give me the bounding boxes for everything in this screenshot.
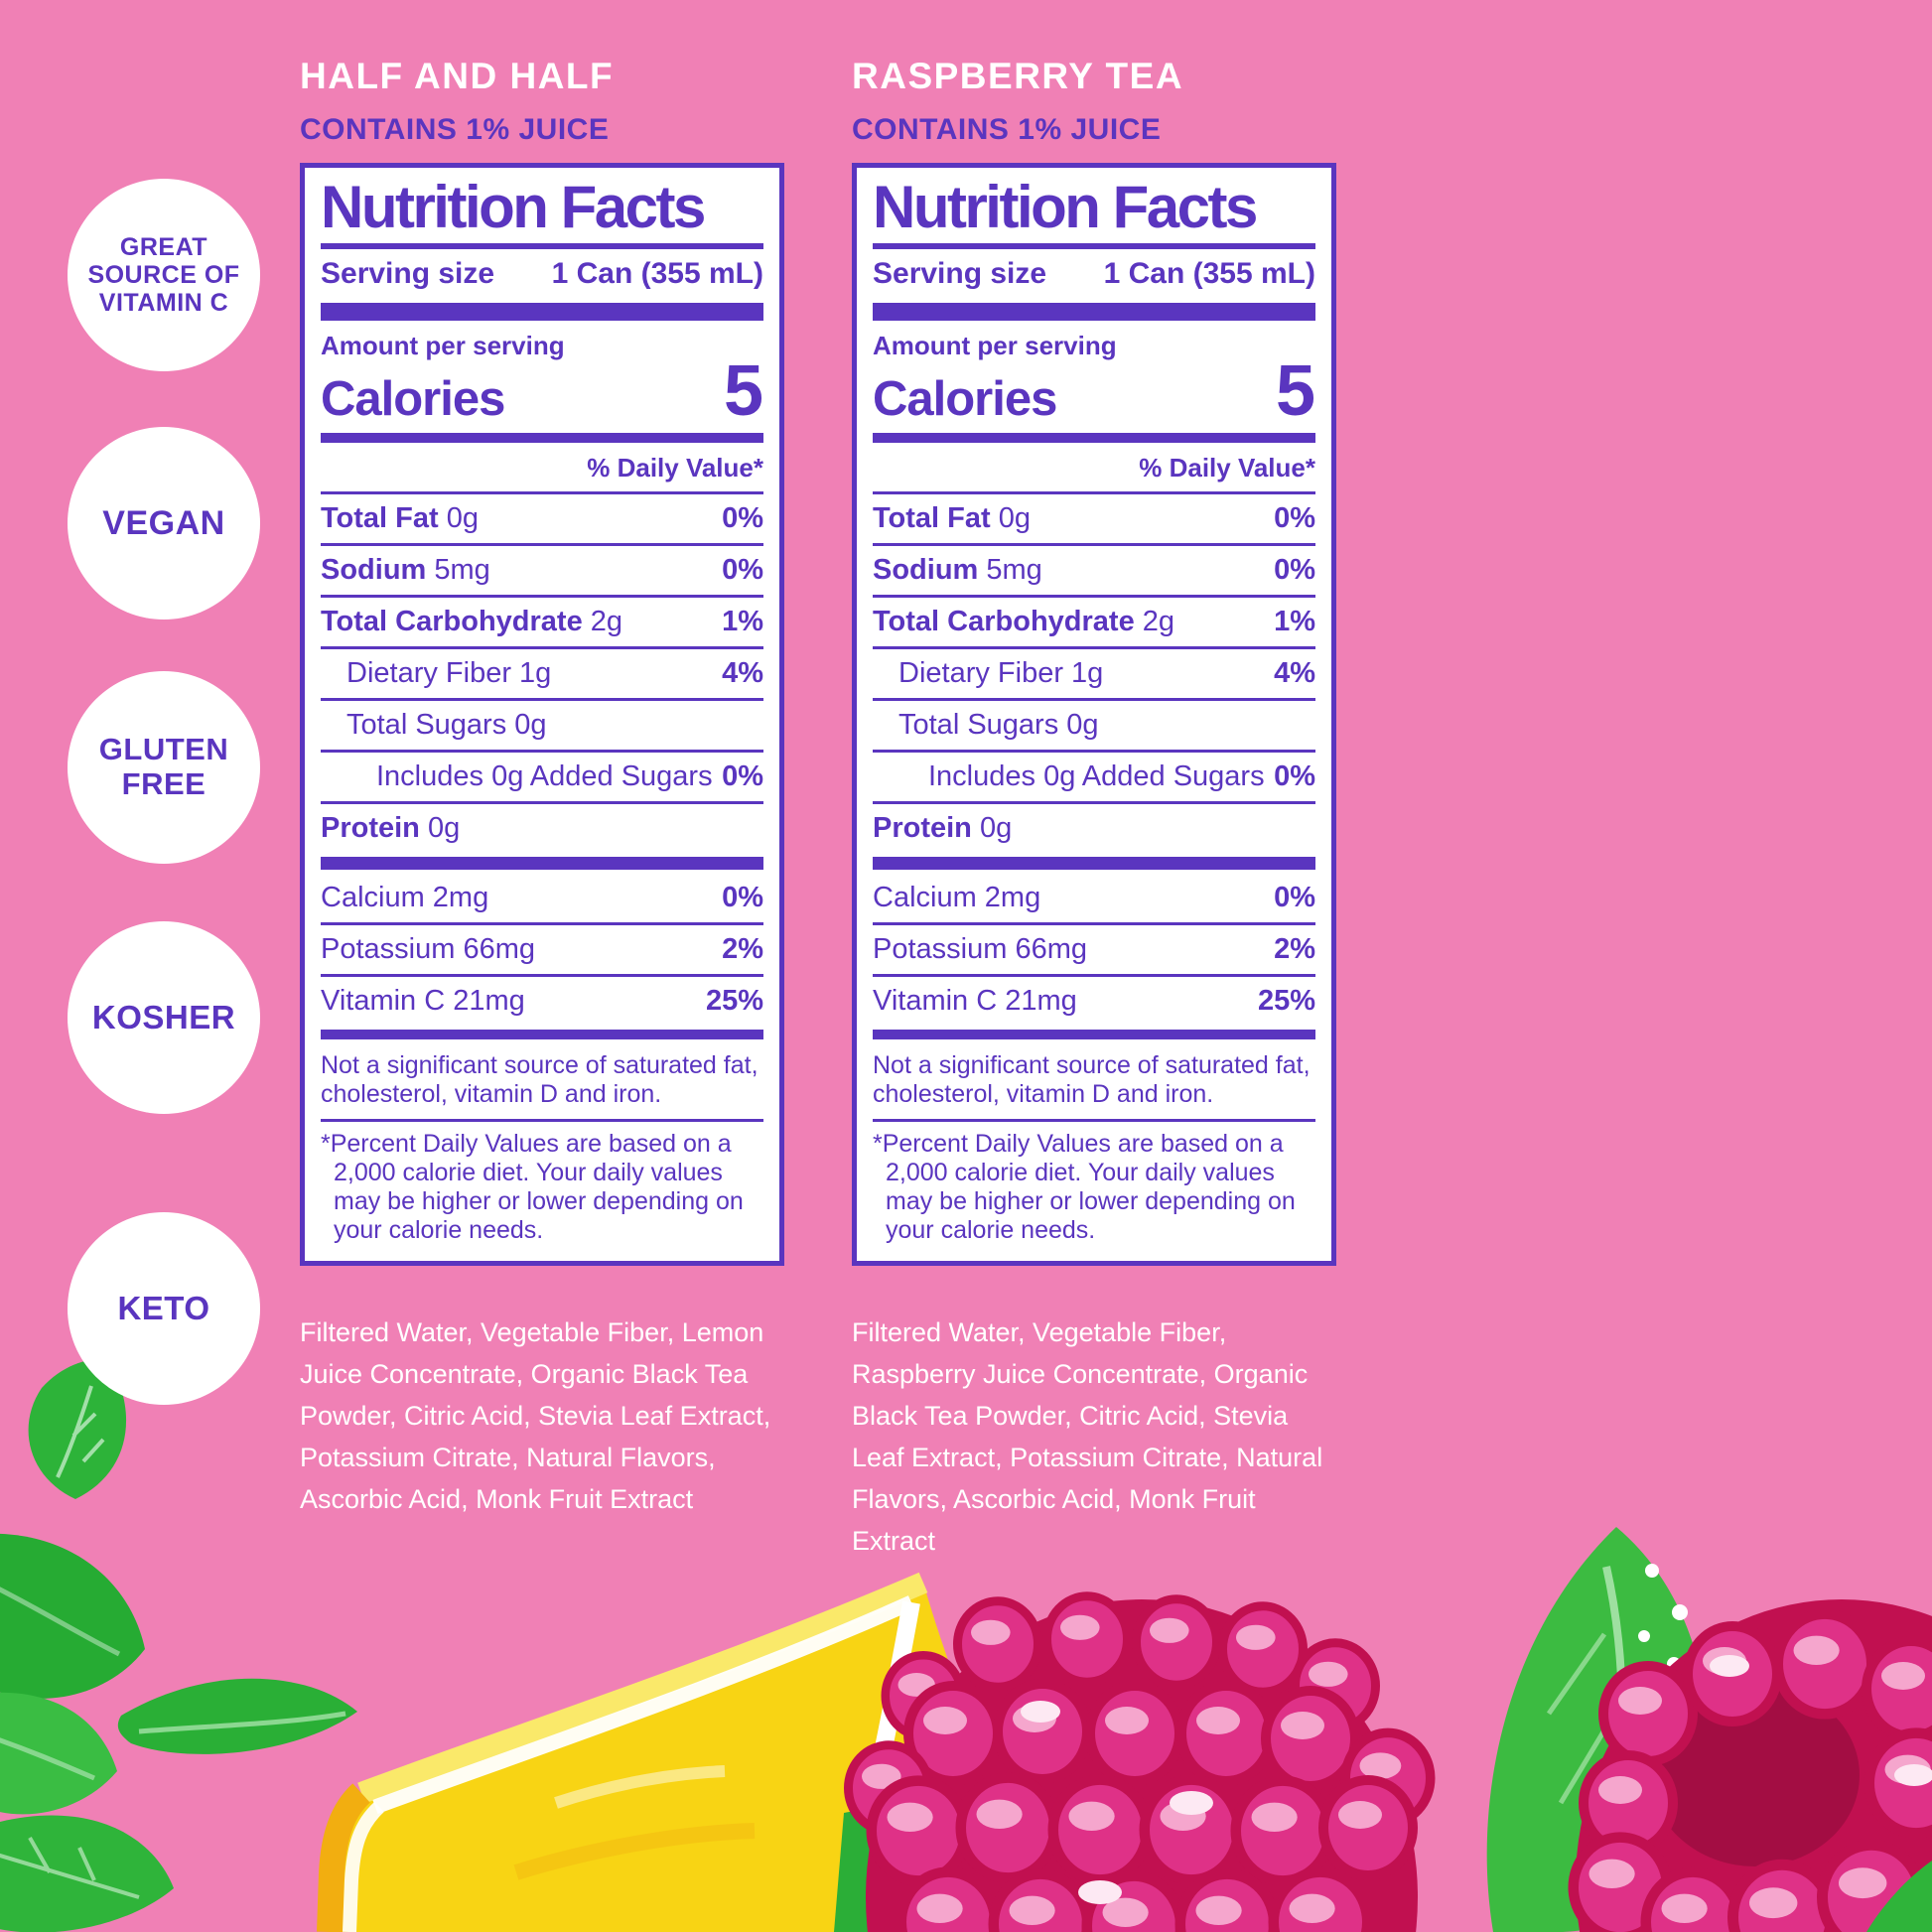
badge-keto: KETO [68, 1212, 260, 1405]
mineral-row-potassium: Potassium 66mg 2% [873, 925, 1315, 977]
nutrition-facts-title: Nutrition Facts [873, 174, 1258, 240]
daily-value: 1% [722, 605, 763, 637]
serving-size-row: Serving size 1 Can (355 mL) [321, 257, 763, 291]
badge-label: FREE [121, 766, 207, 801]
daily-value: 25% [1257, 984, 1315, 1017]
daily-value: 4% [1274, 656, 1315, 689]
nutrition-facts-title: Nutrition Facts [321, 174, 706, 240]
nutrient-row-total-sugars: Total Sugars 0g [873, 701, 1315, 753]
badge-vegan: VEGAN [68, 427, 260, 620]
serving-size-value: 1 Can (355 mL) [551, 256, 763, 290]
amount-per-serving-label: Amount per serving [873, 330, 1117, 360]
daily-value: 2% [1274, 932, 1315, 965]
divider-medium [873, 1029, 1315, 1039]
serving-size-value: 1 Can (355 mL) [1103, 256, 1315, 290]
nutrient-row-total-carbohydrate: Total Carbohydrate 2g 1% [873, 598, 1315, 649]
tea-leaves-left-icon [0, 1358, 357, 1932]
daily-value-header: % Daily Value* [873, 447, 1315, 494]
flavor-title: HALF AND HALF [300, 56, 615, 96]
daily-value: 0% [1274, 881, 1315, 913]
divider-medium [321, 432, 763, 443]
badge-label: VEGAN [102, 503, 225, 542]
badge-label: GREAT [119, 233, 208, 261]
daily-value: 4% [722, 656, 763, 689]
daily-value: 0% [1274, 553, 1315, 586]
nutrient-row-dietary-fiber: Dietary Fiber 1g 4% [321, 649, 763, 701]
nutrient-row-total-fat: Total Fat 0g 0% [873, 494, 1315, 546]
nutrient-row-added-sugars: Includes 0g Added Sugars 0% [873, 753, 1315, 804]
daily-value: 25% [705, 984, 763, 1017]
product-column-half-and-half: HALF AND HALF CONTAINS 1% JUICE Nutritio… [300, 56, 784, 1520]
divider-thick [321, 302, 763, 321]
flavor-title: RASPBERRY TEA [852, 56, 1184, 96]
nutrient-row-added-sugars: Includes 0g Added Sugars 0% [321, 753, 763, 804]
badge-label: KETO [117, 1289, 210, 1326]
raspberry-top-icon [1574, 1599, 1932, 1932]
raspberry-icon [849, 1596, 1431, 1932]
serving-size-label: Serving size [873, 256, 1047, 290]
nutrition-facts-panel: Nutrition Facts Serving size 1 Can (355 … [852, 163, 1336, 1266]
leaf-corner-icon [1866, 1861, 1932, 1932]
calories-value: 5 [1275, 350, 1315, 431]
nutrient-row-total-fat: Total Fat 0g 0% [321, 494, 763, 546]
calories-row: Calories 5 [873, 350, 1315, 431]
daily-value: 0% [1274, 501, 1315, 534]
divider [321, 242, 763, 249]
nutrient-row-total-sugars: Total Sugars 0g [321, 701, 763, 753]
ingredients-text: Filtered Water, Vegetable Fiber, Raspber… [852, 1316, 1323, 1557]
nutrient-row-sodium: Sodium 5mg 0% [873, 546, 1315, 598]
daily-value: 1% [1274, 605, 1315, 637]
daily-value: 0% [1274, 759, 1315, 792]
mineral-row-calcium: Calcium 2mg 0% [321, 874, 763, 925]
amount-per-serving-label: Amount per serving [321, 330, 565, 360]
badge-label: SOURCE OF [87, 261, 240, 289]
nutrient-row-total-carbohydrate: Total Carbohydrate 2g 1% [321, 598, 763, 649]
mineral-row-potassium: Potassium 66mg 2% [321, 925, 763, 977]
calories-row: Calories 5 [321, 350, 763, 431]
juice-claim: CONTAINS 1% JUICE [852, 113, 1162, 146]
nutrition-facts-panel: Nutrition Facts Serving size 1 Can (355 … [300, 163, 784, 1266]
divider-thick [873, 302, 1315, 321]
daily-value: 0% [722, 553, 763, 586]
divider-thick [321, 856, 763, 870]
mineral-row-vitamin-c: Vitamin C 21mg 25% [873, 984, 1315, 1017]
badge-label: GLUTEN [98, 732, 229, 767]
mineral-row-calcium: Calcium 2mg 0% [873, 874, 1315, 925]
juice-claim: CONTAINS 1% JUICE [300, 113, 610, 146]
daily-value: 2% [722, 932, 763, 965]
badge-label: KOSHER [91, 998, 236, 1035]
nutrient-row-dietary-fiber: Dietary Fiber 1g 4% [873, 649, 1315, 701]
serving-size-label: Serving size [321, 256, 495, 290]
badge-kosher: KOSHER [68, 921, 260, 1114]
mineral-row-vitamin-c: Vitamin C 21mg 25% [321, 984, 763, 1017]
calories-label: Calories [873, 371, 1057, 426]
not-significant-source-note: Not a significant source of saturated fa… [321, 1043, 763, 1122]
daily-value-header: % Daily Value* [321, 447, 763, 494]
product-column-raspberry-tea: RASPBERRY TEA CONTAINS 1% JUICE Nutritio… [852, 56, 1336, 1562]
daily-value-footnote: *Percent Daily Values are based on a 2,0… [321, 1129, 744, 1244]
ingredients-text: Filtered Water, Vegetable Fiber, Lemon J… [300, 1316, 771, 1515]
nutrient-row-protein: Protein 0g [321, 811, 461, 844]
fruit-illustration [0, 1358, 1932, 1932]
daily-value: 0% [722, 759, 763, 792]
calories-value: 5 [723, 350, 763, 431]
serving-size-row: Serving size 1 Can (355 mL) [873, 257, 1315, 291]
divider-medium [873, 432, 1315, 443]
badge-label: VITAMIN C [98, 289, 229, 317]
nutrient-row-protein: Protein 0g [873, 811, 1013, 844]
daily-value: 0% [722, 501, 763, 534]
badge-gluten-free: GLUTEN FREE [68, 671, 260, 864]
divider [873, 242, 1315, 249]
badge-great-source-vitamin-c: GREAT SOURCE OF VITAMIN C [68, 179, 260, 371]
divider-thick [873, 856, 1315, 870]
daily-value-footnote: *Percent Daily Values are based on a 2,0… [873, 1129, 1296, 1244]
divider-medium [321, 1029, 763, 1039]
calories-label: Calories [321, 371, 505, 426]
nutrient-row-sodium: Sodium 5mg 0% [321, 546, 763, 598]
not-significant-source-note: Not a significant source of saturated fa… [873, 1043, 1315, 1122]
daily-value: 0% [722, 881, 763, 913]
